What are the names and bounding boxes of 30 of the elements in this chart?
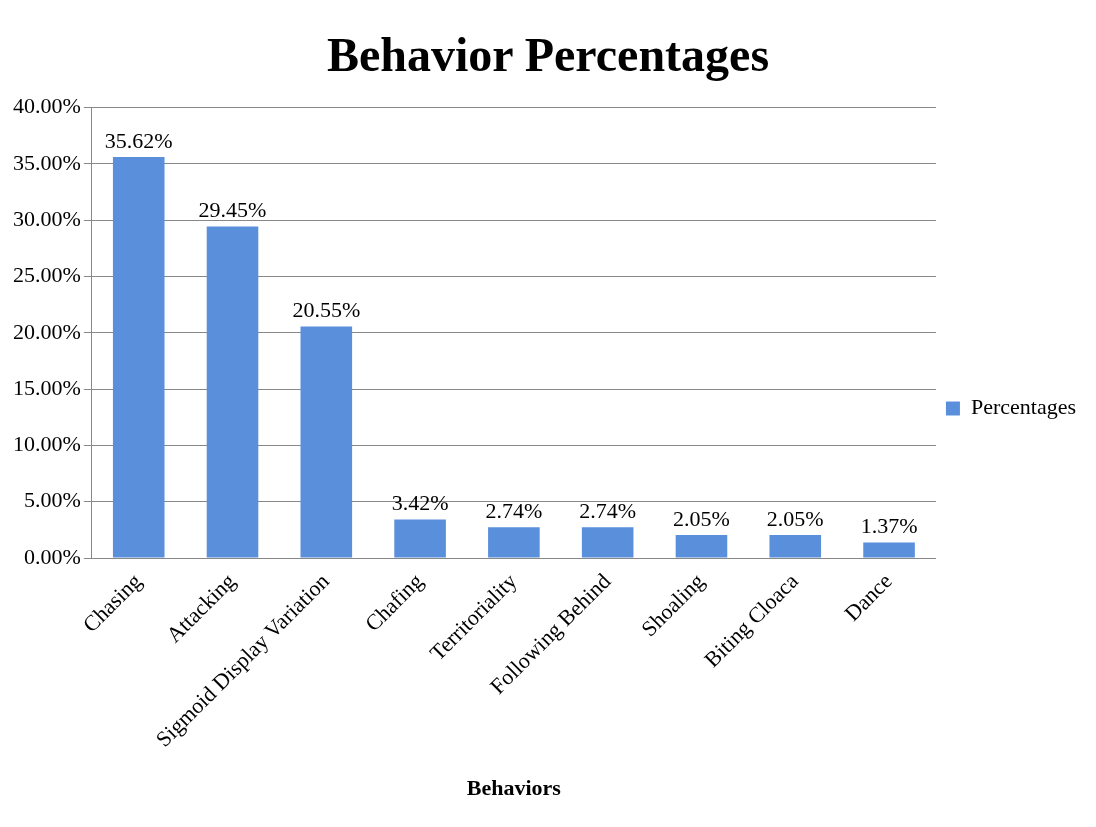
bar — [394, 519, 446, 558]
data-label: 2.74% — [485, 497, 543, 523]
bar — [675, 534, 728, 558]
x-axis-title: Behaviors — [466, 775, 562, 801]
y-tick-label: 30.00% — [13, 205, 81, 231]
bar — [112, 156, 165, 558]
y-tick-label: 35.00% — [13, 149, 81, 175]
bar — [863, 542, 915, 558]
chart-title: Behavior Percentages — [326, 28, 770, 82]
y-tick-label: 25.00% — [13, 262, 81, 288]
y-tick-label: 40.00% — [13, 93, 81, 119]
y-tick-label: 5.00% — [24, 487, 81, 513]
bar — [206, 226, 259, 558]
data-label: 2.05% — [766, 505, 824, 531]
bar — [769, 534, 822, 558]
data-label: 3.42% — [391, 490, 449, 516]
y-tick-label: 20.00% — [13, 318, 81, 344]
data-label: 2.05% — [673, 505, 730, 531]
y-tick-label: 15.00% — [13, 374, 81, 400]
legend-label: Percentages — [970, 394, 1076, 420]
bar — [488, 527, 540, 558]
data-label: 20.55% — [292, 297, 361, 323]
data-label: 2.74% — [579, 497, 637, 523]
bar — [581, 527, 634, 558]
bar — [300, 326, 353, 558]
data-label: 35.62% — [104, 127, 173, 153]
data-label: 29.45% — [198, 197, 267, 223]
y-tick-label: 10.00% — [13, 431, 81, 457]
y-tick-label: 0.00% — [24, 543, 81, 569]
data-label: 1.37% — [860, 513, 918, 539]
